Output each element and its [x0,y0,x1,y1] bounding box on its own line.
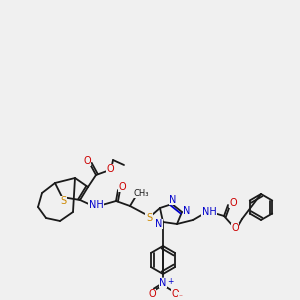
Text: S: S [146,213,152,223]
Text: O: O [83,156,91,166]
Text: O: O [118,182,126,192]
Text: N: N [155,219,163,229]
Text: O: O [229,198,237,208]
Text: O: O [231,223,239,233]
Text: N: N [183,206,191,216]
Text: N: N [169,195,177,205]
Text: NH: NH [202,207,216,217]
Text: NH: NH [88,200,104,210]
Text: S: S [60,196,66,206]
Text: O: O [148,289,156,299]
Text: N: N [159,278,167,288]
Text: ⁻: ⁻ [178,292,182,300]
Text: O: O [106,164,114,174]
Text: CH₃: CH₃ [133,188,149,197]
Text: +: + [167,277,173,286]
Text: O: O [171,289,179,299]
